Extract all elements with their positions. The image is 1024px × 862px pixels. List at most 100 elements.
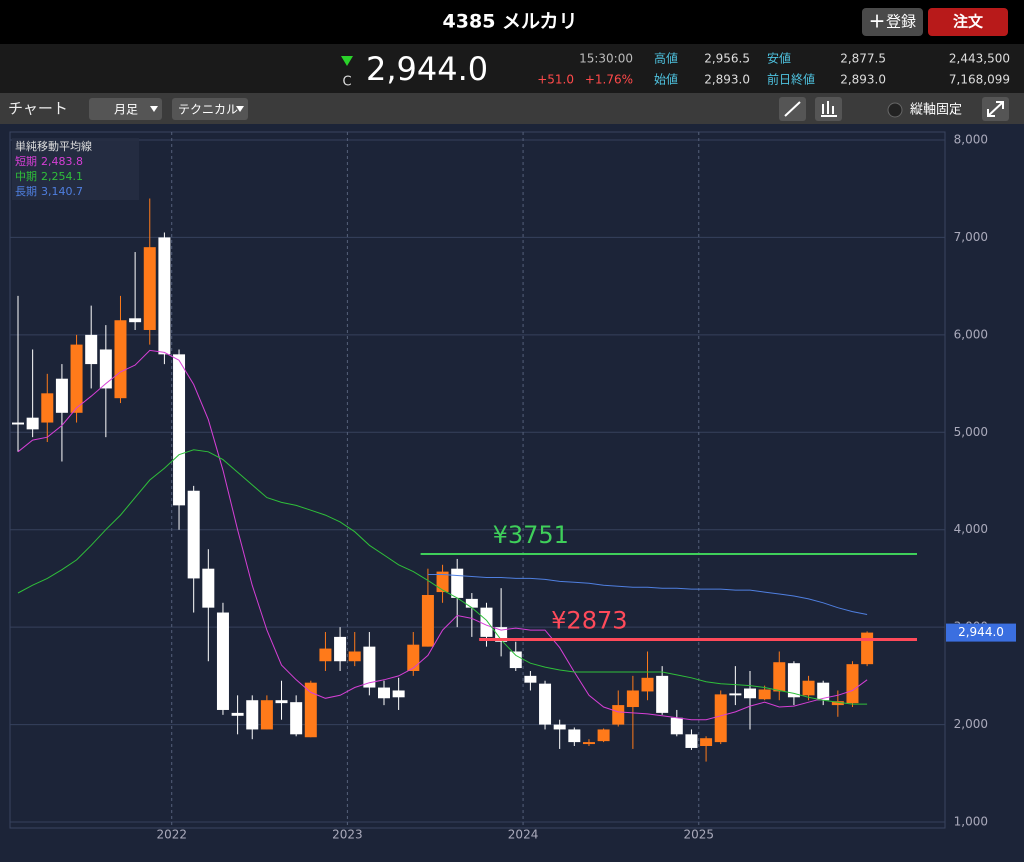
candle-body [846,664,859,704]
candle-body [744,688,756,699]
x-tick-label: 2022 [156,828,187,842]
candle-body [802,680,815,696]
candle-body [319,648,332,662]
candle-body [392,690,405,698]
header-bar [0,0,1024,44]
watch-label: 登録 [886,13,916,31]
candle-body [656,675,669,713]
candle-body [275,700,288,704]
candle-body [41,393,54,423]
candle-body [582,742,595,745]
candle-body [773,662,786,692]
candle-body [685,734,698,748]
technical-label: テクニカル [178,103,238,117]
candle-body [12,422,24,425]
candle-body [158,237,171,355]
candle-body [465,598,478,608]
legend-name: 中期 [15,170,37,183]
candle-body [85,334,98,365]
x-tick-label: 2025 [683,828,714,842]
candle-body [143,247,156,330]
header-title: 4385 メルカリ [443,11,578,33]
candle-body [260,700,273,730]
candle-body [202,568,215,608]
candle-body [817,682,830,701]
candle-body [246,700,259,730]
x-tick-label: 2024 [508,828,539,842]
candle-body [451,568,464,598]
legend-value: 2,254.1 [41,170,83,183]
low-value: 2,877.5 [840,52,886,66]
candle-body [99,349,112,389]
toolbar-title: チャート [8,100,68,118]
open-label: 始値 [654,72,678,87]
candle-body [787,663,800,698]
prev-close-label: 前日終値 [767,72,815,87]
candle-body [187,490,200,579]
quote-bar [0,44,1024,93]
last-price-label: 2,944.0 [958,625,1004,639]
candle-body [407,644,420,671]
candle-body [509,651,522,669]
candle-body [626,690,639,708]
extra-value: 2,443,500 [949,52,1010,66]
legend-name: 短期 [15,155,37,168]
quote-flag: C [342,75,351,90]
lock-label: 縦軸固定 [910,103,962,118]
quote-price: 2,944.0 [366,50,488,88]
moving-average-line [427,574,868,615]
x-tick-label: 2023 [332,828,363,842]
extra-value: 7,168,099 [949,73,1010,87]
watch-button[interactable] [862,8,923,36]
price-line-label: ¥2873 [551,607,627,635]
last-price-tag [946,623,1016,642]
period-label: 月足 [114,103,138,117]
high-value: 2,956.5 [704,52,750,66]
moving-average-line [17,449,868,705]
low-label: 安値 [767,51,791,66]
legend: 短期 2,483.8 中期 2,254.1 長期 3,140.7 [15,155,83,198]
order-label: 注文 [953,13,984,31]
high-label: 高値 [654,51,678,66]
candle-body [641,677,654,692]
lock-toggle[interactable] [887,102,903,118]
y-tick-label: 6,000 [954,327,988,341]
candle-body [421,594,434,647]
candle-body [729,693,742,696]
y-tick-label: 1,000 [954,815,988,829]
quote-change: +51.0 [537,73,574,87]
legend-box [12,138,139,200]
expand-icon [987,101,1004,117]
technical-select[interactable] [172,98,248,120]
legend-value: 2,483.8 [41,155,83,168]
candle-body [568,729,581,743]
candle-body [173,354,186,506]
chart-area [0,124,1024,862]
candle-body [114,320,127,399]
candle-body [216,612,229,710]
indicator-icon [821,101,837,117]
candle-body [758,689,771,700]
legend-name: 長期 [15,185,37,198]
candle-body [597,729,610,742]
candle-body [539,683,552,725]
candle-body [304,682,317,738]
quote-time: 15:30:00 [579,52,633,66]
y-tick-label: 5,000 [954,425,988,439]
candle-body [714,694,727,743]
candle-body [334,636,347,662]
y-tick-label: 2,000 [954,717,988,731]
legend-value: 3,140.7 [41,185,83,198]
legend-entry: 短期 2,483.8 [15,155,83,168]
candle-body [524,675,537,683]
candle-body [670,717,683,735]
order-button[interactable] [928,8,1008,36]
y-tick-label: 8,000 [954,133,988,147]
candle-body [436,571,449,593]
candle-body [129,318,142,323]
legend-entry: 長期 3,140.7 [15,185,83,198]
candle-body [480,607,493,637]
candle-body [290,702,303,735]
period-select[interactable] [89,98,162,120]
